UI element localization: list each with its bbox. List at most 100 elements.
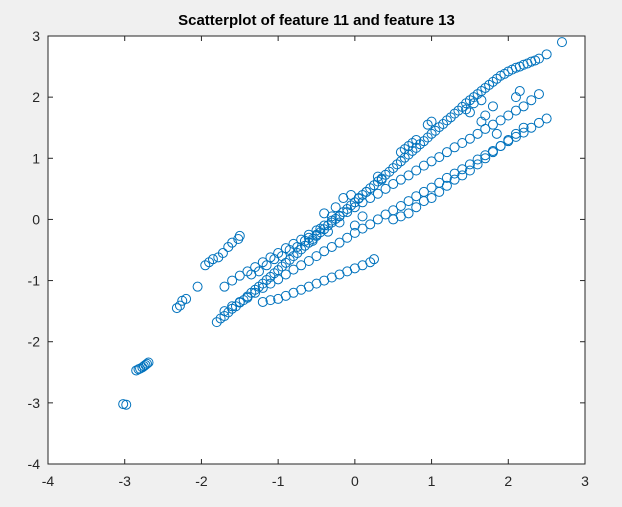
y-tick-label: -4 [28,456,41,472]
data-point [430,125,441,136]
data-point [181,293,192,304]
data-point [384,166,395,177]
data-point [518,127,529,138]
data-point [495,115,506,126]
data-point [541,113,552,124]
data-point [457,138,468,148]
data-point [288,264,299,275]
data-point [211,317,222,328]
data-point [426,128,437,139]
data-point [242,292,253,303]
data-point [303,256,314,267]
data-point [257,257,268,268]
data-point [121,399,132,410]
data-point [526,122,537,133]
data-point [257,296,268,307]
data-point [217,248,228,259]
data-point [365,219,376,230]
data-point [280,269,291,280]
data-point [503,134,514,145]
data-point [426,182,437,193]
data-point [556,37,567,48]
data-point [514,86,525,97]
data-point [472,154,483,165]
axis-ticks [47,35,586,465]
data-point [219,311,230,322]
data-point [510,128,521,139]
data-point [242,266,253,277]
data-point [234,296,245,307]
data-point [461,98,472,109]
data-point [495,141,506,152]
data-point [261,274,272,285]
data-point [533,53,544,64]
data-point [323,226,334,237]
y-tick-label: 3 [32,28,40,44]
data-point [227,275,238,286]
data-point [484,79,495,90]
data-point [349,202,360,213]
data-point [265,295,276,306]
x-tick-label: -2 [195,473,208,489]
data-point [422,132,433,143]
data-point [464,107,475,118]
data-point [372,188,383,199]
x-tick-label: 2 [504,473,512,489]
data-point [449,108,460,119]
data-point [487,147,498,158]
data-point [491,73,502,84]
data-point [353,193,364,204]
plot-area [47,35,586,465]
data-point [253,266,264,277]
data-point [311,251,322,262]
data-point [464,165,475,176]
data-point [219,281,230,292]
data-point [457,164,468,175]
data-point [141,358,152,369]
x-tick-label: -1 [272,473,285,489]
x-tick-label: 3 [581,473,589,489]
data-point [204,257,215,268]
data-point [457,170,468,181]
data-point [334,237,345,248]
x-tick-label: 1 [428,473,436,489]
data-point [265,271,276,282]
data-point [257,282,268,293]
data-point [376,174,387,185]
data-point [174,300,185,311]
data-point [449,174,460,185]
data-point [261,260,272,271]
data-point [357,211,368,222]
data-point [449,142,460,153]
data-point [349,220,360,231]
data-point [518,122,529,133]
chart-title: Scatterplot of feature 11 and feature 13 [178,12,455,29]
data-point [342,207,353,218]
data-point [491,128,502,139]
data-point [388,163,399,174]
data-point [518,101,529,112]
data-point [480,153,491,164]
data-point [292,241,303,252]
data-point [171,303,182,314]
data-point [380,183,391,194]
data-point [533,117,544,128]
data-point [480,82,491,93]
data-point [411,202,422,213]
data-point [441,172,452,183]
data-point [250,287,261,298]
data-point [403,208,414,219]
data-point [380,209,391,220]
data-point [365,257,376,268]
data-point [399,144,410,155]
data-point [234,230,245,241]
data-point [434,186,445,197]
data-point [330,202,341,213]
data-point [422,119,433,130]
axis-tick-labels: -4 -3 -2 -1 0 1 2 3 -4 -3 -2 -1 0 1 2 3 [28,28,590,489]
data-point [407,138,418,148]
data-point [365,183,376,194]
data-point [361,186,372,197]
x-tick-label: 0 [351,473,359,489]
